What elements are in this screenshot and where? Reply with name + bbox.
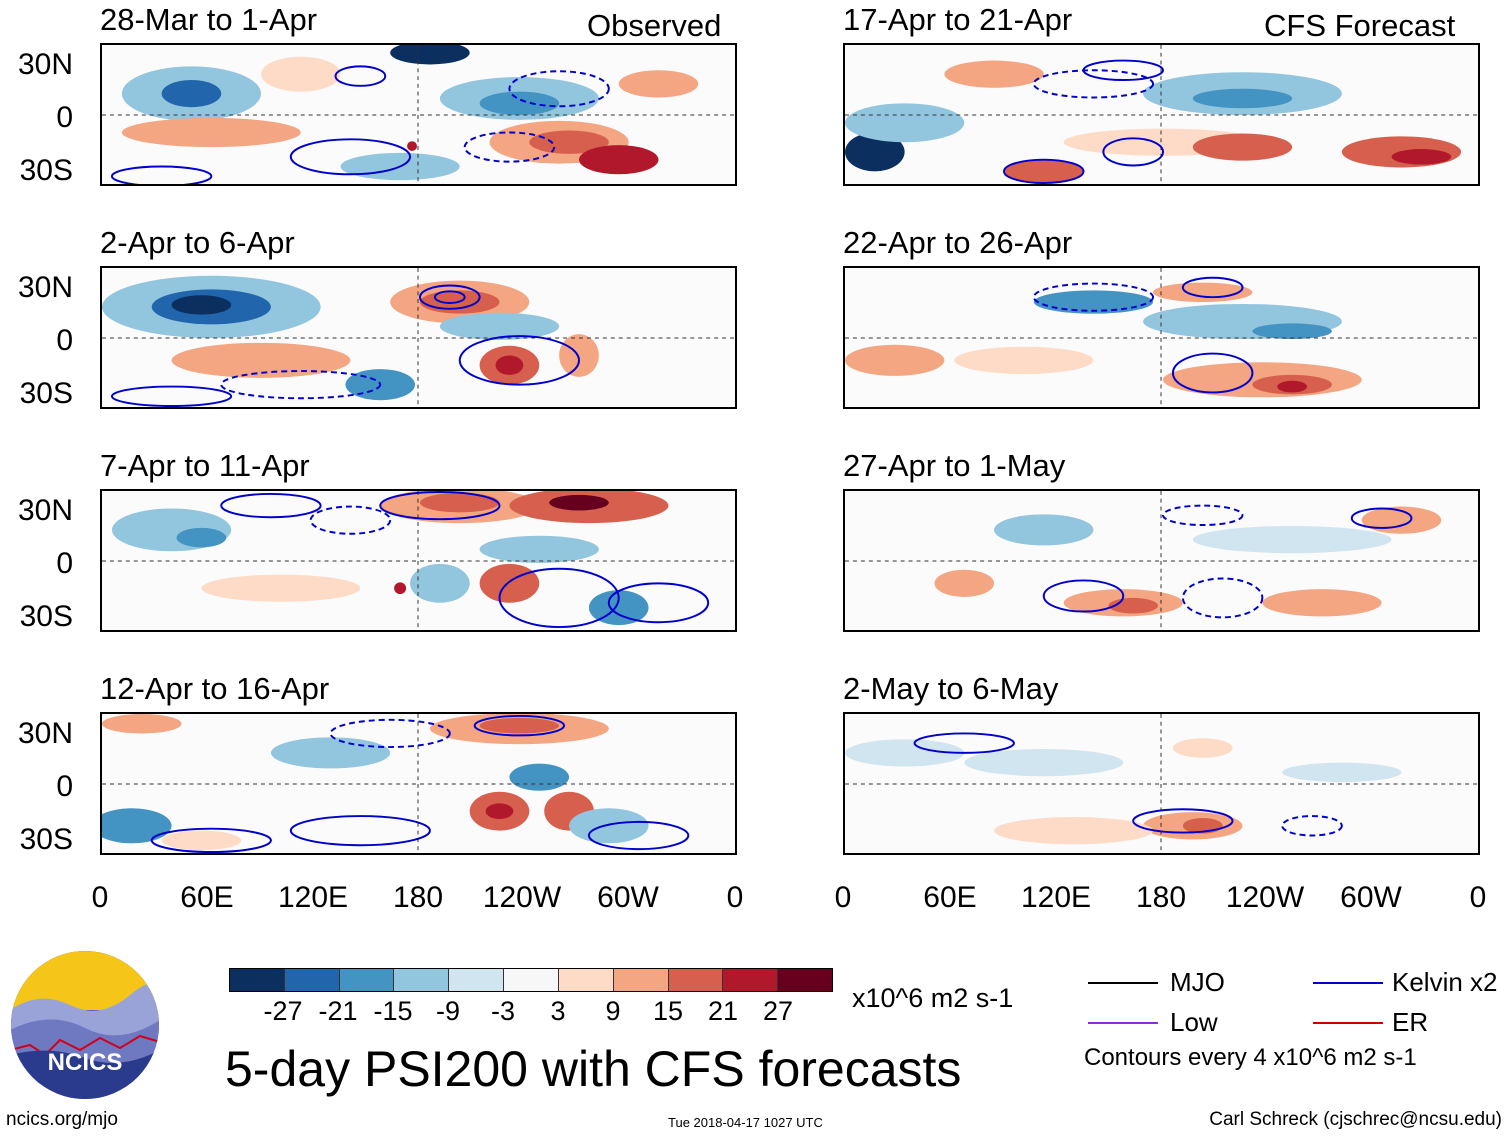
- colorbar-swatch: [230, 969, 285, 991]
- lon-label-120e: 120E: [1020, 881, 1092, 914]
- lon-label-180: 180: [1135, 881, 1187, 914]
- lon-label-0: 0: [91, 881, 109, 914]
- legend-line-mjo: [1088, 982, 1158, 984]
- colorbar-label: 15: [652, 996, 684, 1026]
- lon-label-60e: 60E: [180, 881, 234, 914]
- lat-label-30s: 30S: [19, 154, 73, 187]
- legend-label-er: ER: [1392, 1007, 1429, 1037]
- legend-line-er: [1313, 1022, 1383, 1024]
- colorbar-label: 27: [762, 996, 794, 1026]
- colorbar-swatch: [284, 969, 340, 991]
- legend-line-kelvin: [1313, 982, 1383, 984]
- legend-label-kelvin: Kelvin x2: [1392, 967, 1498, 997]
- colorbar-swatch: [613, 969, 669, 991]
- colorbar: [229, 968, 833, 992]
- panel-title-7: 27-Apr to 1-May: [843, 448, 1066, 483]
- colorbar-swatch: [723, 969, 779, 991]
- colorbar-label: -21: [318, 996, 358, 1026]
- colorbar-swatch: [504, 969, 559, 991]
- lon-label-120w: 120W: [1225, 881, 1305, 914]
- observed-header: Observed: [587, 8, 722, 43]
- colorbar-swatch: [394, 969, 450, 991]
- panel-title-6: 22-Apr to 26-Apr: [843, 225, 1073, 260]
- ncics-logo: NCICS: [10, 950, 160, 1100]
- contour-note: Contours every 4 x10^6 m2 s-1: [1084, 1044, 1417, 1071]
- lon-label-0-right: 0: [726, 881, 744, 914]
- colorbar-swatch: [449, 969, 505, 991]
- lon-label-60w: 60W: [597, 881, 659, 914]
- colorbar-label: 3: [550, 996, 566, 1026]
- colorbar-label: 9: [605, 996, 621, 1026]
- colorbar-swatch: [778, 969, 832, 991]
- map-panel-forecast-1: [843, 43, 1480, 186]
- map-panel-observed-4: [100, 712, 737, 855]
- lat-label-30n: 30N: [17, 271, 73, 304]
- lon-label-0-right: 0: [1469, 881, 1487, 914]
- colorbar-swatch: [339, 969, 395, 991]
- panel-title-4: 12-Apr to 16-Apr: [100, 671, 330, 706]
- cfs-forecast-header: CFS Forecast: [1264, 8, 1456, 43]
- colorbar-label: -15: [373, 996, 413, 1026]
- legend-label-low: Low: [1170, 1007, 1218, 1037]
- panel-title-5: 17-Apr to 21-Apr: [843, 2, 1073, 37]
- lon-label-180: 180: [392, 881, 444, 914]
- colorbar-swatch: [668, 969, 724, 991]
- lat-label-30s: 30S: [19, 600, 73, 633]
- map-panel-forecast-3: [843, 489, 1480, 632]
- footer-timestamp: Tue 2018-04-17 1027 UTC: [668, 1115, 823, 1130]
- panel-title-2: 2-Apr to 6-Apr: [100, 225, 295, 260]
- lat-label-30n: 30N: [17, 494, 73, 527]
- lon-label-120e: 120E: [277, 881, 349, 914]
- lat-label-30n: 30N: [17, 48, 73, 81]
- colorbar-swatch: [558, 969, 614, 991]
- colorbar-label: -27: [263, 996, 303, 1026]
- colorbar-label: -9: [435, 996, 460, 1026]
- map-panel-observed-2: [100, 266, 737, 409]
- lat-label-eq: 0: [56, 547, 73, 580]
- map-panel-forecast-2: [843, 266, 1480, 409]
- legend-label-mjo: MJO: [1170, 967, 1225, 997]
- lon-label-120w: 120W: [482, 881, 562, 914]
- lat-label-eq: 0: [56, 101, 73, 134]
- footer-credit: Carl Schreck (cjschrec@ncsu.edu): [1209, 1109, 1502, 1130]
- map-panel-observed-1: [100, 43, 737, 186]
- lon-label-60w: 60W: [1340, 881, 1402, 914]
- colorbar-label: -3: [490, 996, 515, 1026]
- footer-url: ncics.org/mjo: [6, 1109, 118, 1130]
- main-title: 5-day PSI200 with CFS forecasts: [225, 1041, 962, 1097]
- panel-title-3: 7-Apr to 11-Apr: [100, 448, 310, 483]
- map-panel-forecast-4: [843, 712, 1480, 855]
- lat-label-30s: 30S: [19, 377, 73, 410]
- legend-line-low: [1088, 1022, 1158, 1024]
- lon-label-0: 0: [834, 881, 852, 914]
- colorbar-label: 21: [707, 996, 739, 1026]
- panel-title-1: 28-Mar to 1-Apr: [100, 2, 318, 37]
- lat-label-30n: 30N: [17, 717, 73, 750]
- lat-label-eq: 0: [56, 770, 73, 803]
- lon-label-60e: 60E: [923, 881, 977, 914]
- lat-label-30s: 30S: [19, 823, 73, 856]
- map-panel-observed-3: [100, 489, 737, 632]
- panel-title-8: 2-May to 6-May: [843, 671, 1059, 706]
- colorbar-units: x10^6 m2 s-1: [852, 983, 1014, 1013]
- lat-label-eq: 0: [56, 324, 73, 357]
- logo-text: NCICS: [48, 1049, 123, 1076]
